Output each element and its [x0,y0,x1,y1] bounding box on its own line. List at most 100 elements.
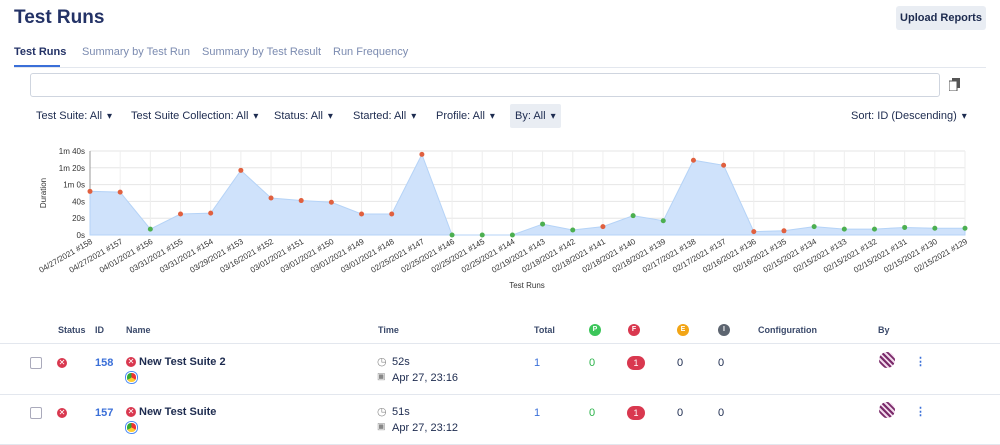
total: 1 [534,407,541,419]
data-point [902,224,908,230]
data-point [570,227,576,233]
failed: 1 [627,356,645,370]
data-point [147,226,153,232]
error: 0 [677,407,684,419]
column-header: I [718,324,730,336]
data-point [298,198,304,204]
x-tick-label: 02/15/2021 #129 [912,237,969,275]
filter[interactable]: By: All [510,104,561,128]
column-header: By [878,325,890,335]
failed: 1 [627,406,645,420]
error: 0 [677,357,684,369]
tab[interactable]: Summary by Test Run [82,46,191,58]
tab-indicator [14,65,60,67]
data-point [962,225,968,231]
filter[interactable]: Test Suite Collection: All [126,104,263,128]
column-header: P [589,324,601,336]
data-point [268,195,274,201]
incomplete: 0 [718,407,725,419]
more-menu[interactable]: ⋮ [915,406,926,418]
sort-label: Sort: [851,110,875,122]
search-input[interactable] [30,73,940,97]
avatar[interactable] [879,352,895,368]
data-point [841,226,847,232]
divider [0,394,1000,395]
column-header: Status [58,325,86,335]
run-id[interactable]: 158 [95,357,114,369]
y-tick-label: 20s [72,214,85,223]
area [89,153,966,236]
sort-dropdown[interactable]: Sort: ID (Descending) [846,104,972,128]
filter[interactable]: Profile: All [431,104,500,128]
checkbox[interactable] [30,407,42,419]
more-menu[interactable]: ⋮ [915,356,926,368]
data-point [479,232,485,238]
y-tick-label: 1m 20s [59,164,85,173]
clock-icon: ◷ [377,356,387,368]
avatar[interactable] [879,402,895,418]
duration: 52s [392,356,410,368]
copy-icon[interactable] [949,78,961,91]
x-axis-label: Test Runs [509,281,545,290]
clock-icon: ◷ [377,406,387,418]
column-header: Configuration [758,325,817,335]
sort-value: ID (Descending) [877,110,957,122]
data-point [419,151,425,157]
y-tick-label: 0s [77,231,85,240]
chart: Duration Test Runs 0s 20s 40s 1m 0s 1m 20s 1m… [37,147,969,290]
data-point [871,226,877,232]
filter[interactable]: Status: All [269,104,338,128]
data-point [751,229,757,235]
data-point [781,228,787,234]
column-header: Name [126,325,151,335]
column-header: Total [534,325,555,335]
filter[interactable]: Started: All [348,104,421,128]
data-point [690,157,696,163]
column-header: ID [95,325,104,335]
tab[interactable]: Test Runs [14,46,67,58]
data-point [359,211,365,217]
status-icon: ✕ [126,407,136,417]
incomplete: 0 [718,357,725,369]
divider [14,67,986,68]
total: 1 [534,357,541,369]
data-point [117,189,123,195]
run-id[interactable]: 157 [95,407,114,419]
data-point [600,224,606,230]
data-point [389,211,395,217]
status-icon: ✕ [126,357,136,367]
upload-button[interactable]: Upload Reports [896,6,986,30]
started: Apr 27, 23:16 [392,372,459,384]
data-point [630,213,636,219]
data-point [178,211,184,217]
tab[interactable]: Summary by Test Result [202,46,322,58]
suite-name[interactable]: New Test Suite [139,406,217,418]
calendar-icon: ▣ [377,421,386,431]
passed: 0 [589,407,596,419]
started: Apr 27, 23:12 [392,422,459,434]
column-header: Time [378,325,399,335]
duration: 51s [392,406,410,418]
data-point [660,218,666,224]
data-point [328,199,334,205]
status-icon: ✕ [57,358,67,368]
suite-name[interactable]: New Test Suite 2 [139,356,226,368]
browser-icon [126,422,137,433]
passed: 0 [589,357,596,369]
data-point [509,232,515,238]
tab[interactable]: Run Frequency [333,46,409,58]
status-icon: ✕ [57,408,67,418]
data-point [238,167,244,173]
checkbox[interactable] [30,357,42,369]
y-axis-label: Duration [39,178,48,208]
data-point [540,221,546,227]
data-point [721,162,727,168]
data-point [449,232,455,238]
column-header: E [677,324,689,336]
filter[interactable]: Test Suite: All [31,104,117,128]
y-tick-label: 1m 40s [59,147,85,156]
data-point [932,225,938,231]
y-tick-label: 40s [72,197,85,206]
divider [0,343,1000,344]
